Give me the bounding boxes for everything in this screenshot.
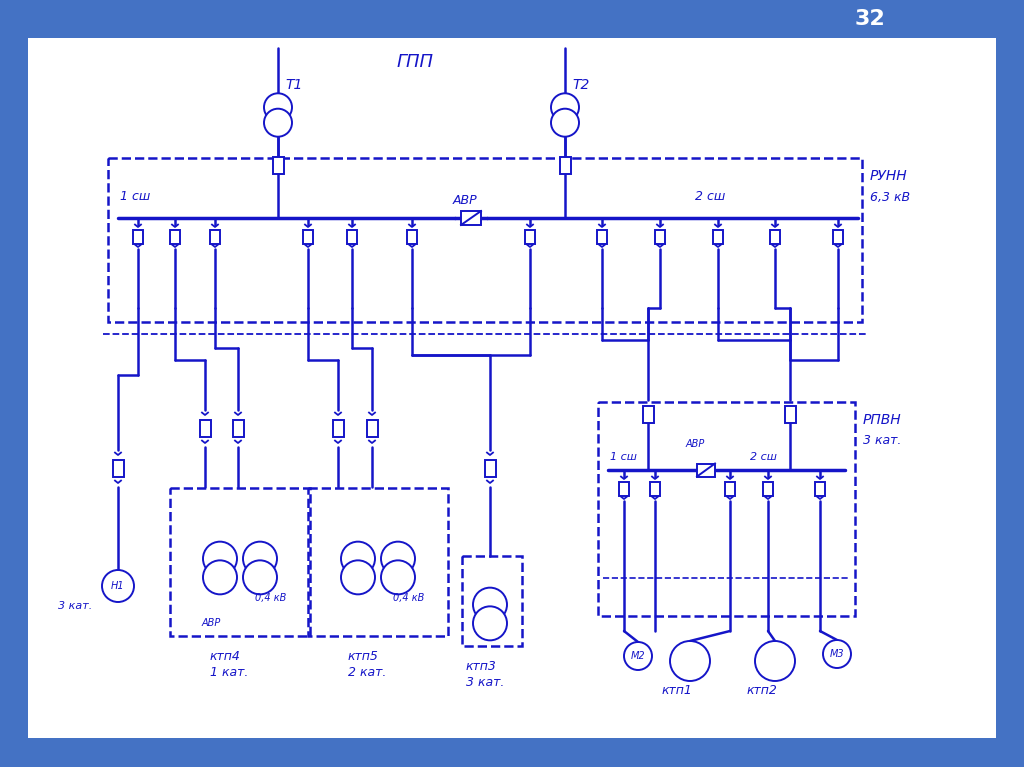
Circle shape — [341, 561, 375, 594]
Bar — [232, 420, 244, 436]
Circle shape — [670, 641, 710, 681]
Bar — [484, 459, 496, 476]
Bar — [272, 156, 284, 173]
Text: Т1: Т1 — [285, 78, 302, 92]
Circle shape — [203, 561, 237, 594]
Circle shape — [381, 542, 415, 576]
Circle shape — [243, 561, 278, 594]
Circle shape — [341, 542, 375, 576]
Bar — [763, 482, 773, 496]
Bar — [303, 230, 313, 244]
Bar — [170, 230, 180, 244]
Bar — [725, 482, 735, 496]
Bar — [367, 420, 378, 436]
Bar — [0, 0, 1024, 38]
Circle shape — [203, 542, 237, 576]
Text: АВР: АВР — [453, 193, 477, 206]
Bar — [525, 230, 535, 244]
Bar — [770, 230, 780, 244]
Bar — [618, 482, 629, 496]
Circle shape — [243, 542, 278, 576]
Bar — [697, 463, 715, 476]
Text: 3 кат.: 3 кат. — [863, 433, 901, 446]
Bar — [559, 156, 570, 173]
Text: 6,3 кВ: 6,3 кВ — [870, 192, 910, 205]
Text: 1 кат.: 1 кат. — [210, 666, 249, 679]
Text: Т2: Т2 — [572, 78, 590, 92]
Circle shape — [755, 641, 795, 681]
Bar — [407, 230, 417, 244]
Text: АВР: АВР — [202, 618, 221, 628]
Text: 1 сш: 1 сш — [610, 452, 637, 462]
Text: ктп4: ктп4 — [210, 650, 241, 663]
Text: 0,4 кВ: 0,4 кВ — [393, 593, 424, 603]
Circle shape — [264, 109, 292, 137]
Text: АВР: АВР — [686, 439, 706, 449]
Text: 3 кат.: 3 кат. — [58, 601, 92, 611]
Bar — [333, 420, 343, 436]
Bar — [650, 482, 660, 496]
Text: 0,4 кВ: 0,4 кВ — [255, 593, 287, 603]
Text: Н1: Н1 — [112, 581, 125, 591]
Text: ктп2: ктп2 — [746, 684, 778, 697]
Bar — [462, 556, 522, 646]
Bar — [461, 211, 481, 225]
Circle shape — [823, 640, 851, 668]
Text: 2 сш: 2 сш — [695, 189, 725, 202]
Bar — [200, 420, 211, 436]
Text: 32: 32 — [855, 9, 886, 29]
Bar — [815, 482, 825, 496]
Text: РПВН: РПВН — [863, 413, 901, 427]
Circle shape — [624, 642, 652, 670]
Bar — [713, 230, 723, 244]
Text: 2 кат.: 2 кат. — [348, 666, 386, 679]
Text: М3: М3 — [829, 649, 845, 659]
Text: ГПП: ГПП — [396, 53, 433, 71]
Bar — [170, 488, 310, 636]
Text: 3 кат.: 3 кат. — [466, 676, 505, 689]
Bar — [113, 459, 124, 476]
Bar — [655, 230, 665, 244]
Bar — [108, 158, 862, 322]
Circle shape — [473, 588, 507, 621]
Circle shape — [102, 570, 134, 602]
Bar — [210, 230, 220, 244]
Bar — [833, 230, 843, 244]
Text: М2: М2 — [631, 651, 645, 661]
Circle shape — [551, 109, 579, 137]
Text: ктп1: ктп1 — [662, 684, 693, 697]
Text: 2 сш: 2 сш — [750, 452, 777, 462]
Text: РУНН: РУНН — [870, 169, 907, 183]
Circle shape — [264, 94, 292, 121]
Circle shape — [381, 561, 415, 594]
Text: ктп5: ктп5 — [348, 650, 379, 663]
Bar — [308, 488, 449, 636]
Circle shape — [551, 94, 579, 121]
Text: 1 сш: 1 сш — [120, 189, 151, 202]
Bar — [133, 230, 143, 244]
Text: ктп3: ктп3 — [466, 660, 497, 673]
Bar — [597, 230, 607, 244]
Circle shape — [473, 607, 507, 640]
Bar — [784, 406, 796, 423]
Bar — [347, 230, 357, 244]
Bar — [598, 402, 855, 616]
Bar — [642, 406, 653, 423]
